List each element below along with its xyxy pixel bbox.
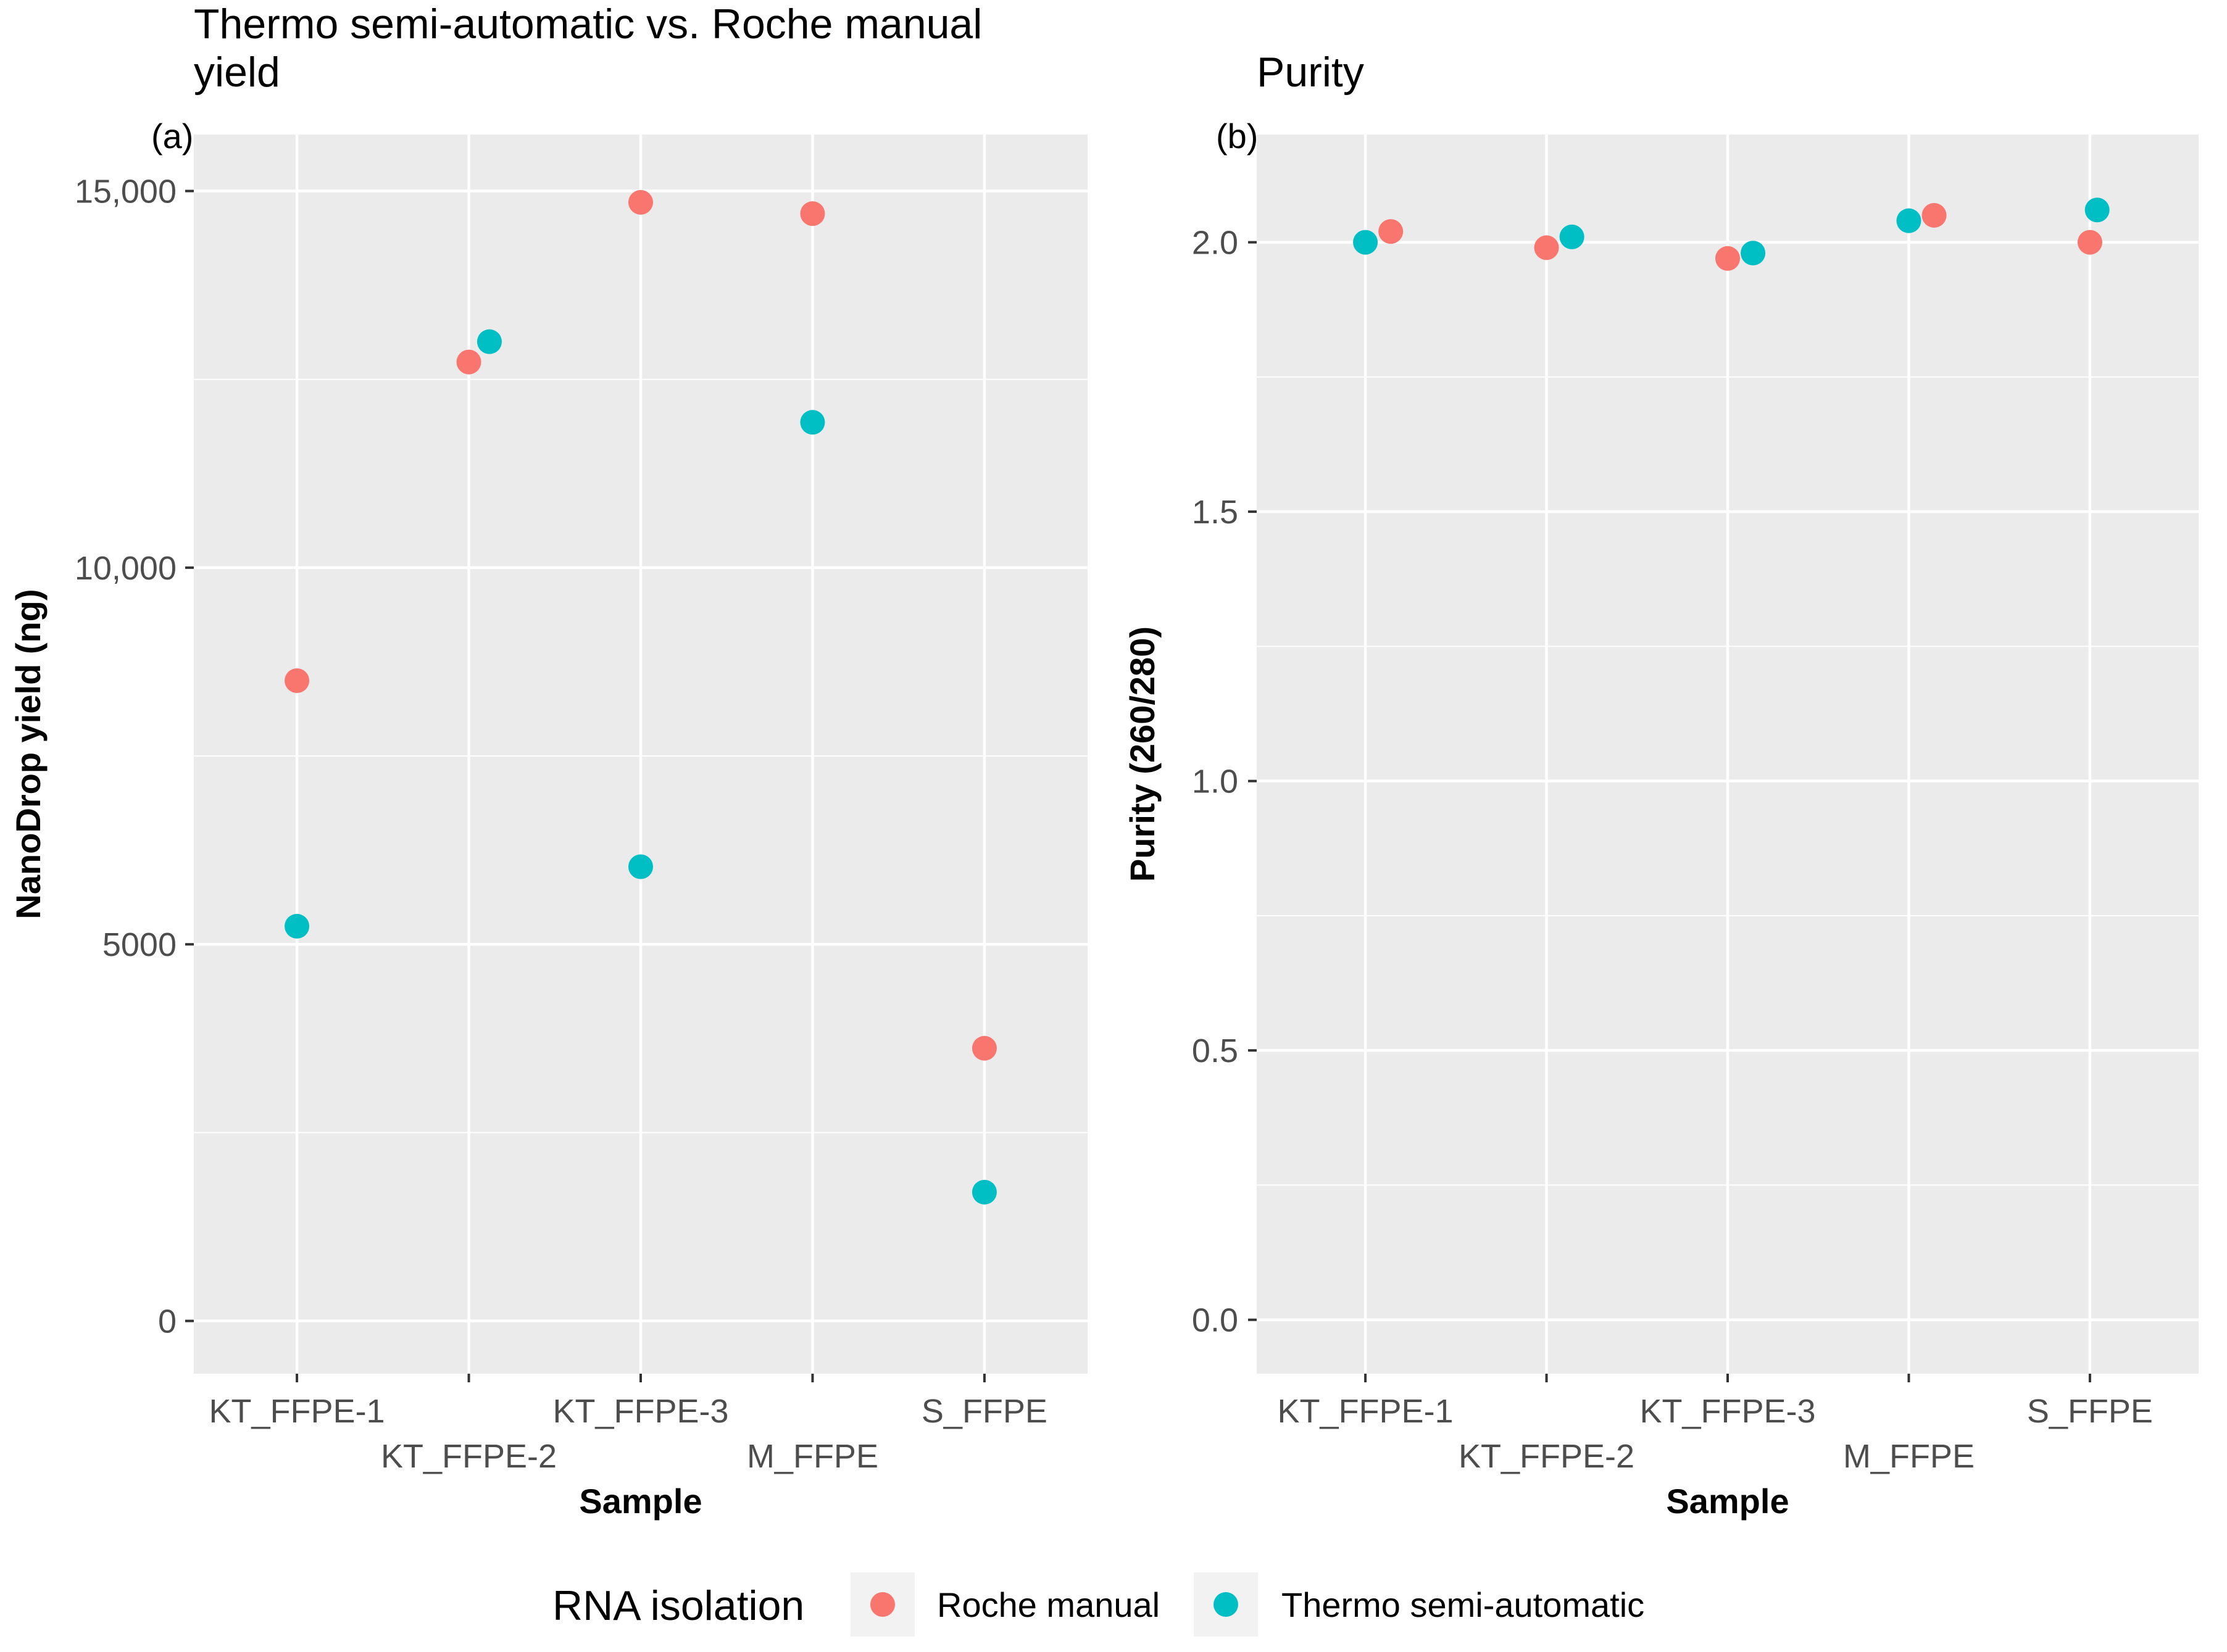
x-tick-label: KT_FFPE-3 (552, 1393, 728, 1430)
x-axis-title: Sample (1666, 1482, 1789, 1521)
y-tick-label: 0.0 (1192, 1302, 1238, 1339)
legend-label: Thermo semi-automatic (1281, 1585, 1644, 1624)
x-axis-title: Sample (579, 1482, 702, 1521)
y-tick-label: 5000 (102, 926, 177, 963)
data-point (1741, 241, 1766, 266)
y-tick-label: 0.5 (1192, 1032, 1238, 1069)
chart-title-line: yield (194, 49, 280, 96)
data-point (456, 349, 481, 375)
data-point (477, 329, 502, 354)
data-point (972, 1036, 997, 1061)
data-point (1559, 224, 1584, 249)
panel-tag: (a) (151, 117, 193, 156)
data-point (2077, 230, 2102, 255)
data-point (285, 913, 310, 939)
data-point (1715, 246, 1740, 271)
y-tick-label: 15,000 (75, 173, 177, 210)
x-tick-label: KT_FFPE-2 (1459, 1438, 1634, 1475)
data-point (972, 1179, 997, 1205)
chart-panel-a: 0 5000 10,000 15,000 KT_FFPE-1 KT_FFPE-2 KT_FF… (9, 1, 1088, 1521)
data-point (1896, 208, 1921, 233)
data-point (628, 854, 653, 879)
x-tick-label: KT_FFPE-1 (1278, 1393, 1454, 1430)
data-point (1921, 202, 1947, 228)
y-axis-title: NanoDrop yield (ng) (9, 589, 48, 919)
legend-label: Roche manual (937, 1585, 1160, 1624)
x-tick-label: S_FFPE (922, 1393, 1047, 1430)
data-point (800, 201, 825, 226)
data-point (800, 410, 825, 435)
legend-marker (870, 1592, 895, 1617)
x-tick-label: S_FFPE (2027, 1393, 2153, 1430)
y-tick-label: 2.0 (1192, 225, 1238, 262)
x-tick-label: M_FFPE (1843, 1438, 1975, 1475)
panel-tag: (b) (1216, 117, 1258, 156)
chart-title: Thermo semi-automatic vs. Roche manual yi… (194, 1, 982, 96)
x-tick-label: KT_FFPE-1 (209, 1393, 385, 1430)
y-tick-label: 0 (158, 1303, 177, 1340)
data-point (1378, 219, 1404, 244)
y-tick-label: 1.5 (1192, 494, 1238, 531)
data-point (628, 189, 653, 215)
x-tick-label: KT_FFPE-2 (381, 1438, 557, 1475)
legend-title: RNA isolation (552, 1582, 804, 1629)
data-point (2084, 197, 2110, 223)
legend: RNA isolation Roche manual Thermo semi-aut… (552, 1572, 1644, 1637)
x-tick-label: KT_FFPE-3 (1639, 1393, 1815, 1430)
chart-title: Purity (1257, 49, 1364, 96)
x-tick-label: M_FFPE (747, 1438, 878, 1475)
legend-marker (1213, 1592, 1238, 1617)
data-point (1534, 235, 1559, 260)
data-point (1353, 230, 1378, 255)
chart-title-line: Thermo semi-automatic vs. Roche manual (194, 1, 982, 48)
y-tick-label: 10,000 (75, 550, 177, 587)
y-tick-label: 1.0 (1192, 763, 1238, 800)
y-axis-title: Purity (260/280) (1123, 626, 1162, 882)
chart-title-line: Purity (1257, 49, 1364, 96)
chart-panel-b: 0.0 0.5 1.0 1.5 2.0 KT_FFPE-1KT_FFPE-2KT_FFPE… (1123, 49, 2199, 1521)
data-point (285, 668, 310, 693)
